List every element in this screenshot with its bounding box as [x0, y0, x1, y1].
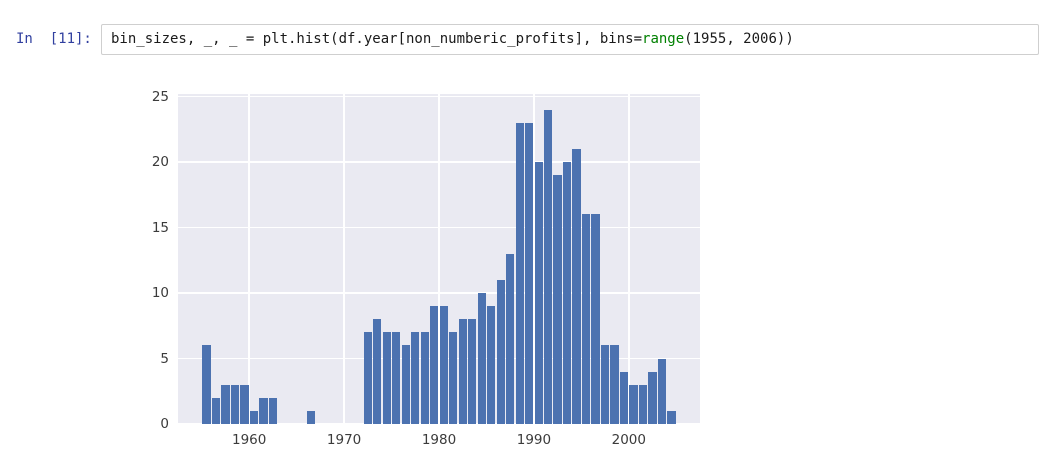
gridline-vertical — [533, 94, 535, 424]
gridline-vertical — [628, 94, 630, 424]
histogram-bar — [259, 397, 268, 424]
histogram-bar — [249, 410, 259, 424]
y-tick-label: 10 — [151, 285, 169, 302]
histogram-bar — [430, 306, 439, 424]
x-tick-label: 1990 — [516, 432, 552, 448]
histogram-bar — [515, 122, 524, 424]
histogram-bar — [401, 345, 410, 424]
histogram-bar — [648, 371, 657, 424]
histogram-bar — [477, 293, 486, 424]
x-tick-label: 2000 — [611, 432, 646, 448]
histogram-bar — [458, 319, 467, 424]
histogram-bar — [420, 332, 429, 424]
histogram-bar — [468, 319, 477, 424]
gridline-vertical — [248, 94, 250, 424]
histogram-bar — [667, 410, 676, 424]
histogram-bar — [487, 306, 496, 424]
histogram-bar — [496, 279, 505, 424]
histogram-bar — [629, 384, 638, 424]
plot-area: 0 5 10 15 20 25 1960 1970 1980 1990 2000 — [152, 89, 700, 448]
histogram-bar — [534, 162, 543, 424]
y-tick-label: 20 — [151, 154, 169, 171]
histogram-bar — [581, 214, 591, 424]
gridline-horizontal — [178, 423, 700, 425]
x-tick-label: 1980 — [421, 432, 457, 448]
histogram-bar — [363, 332, 372, 424]
code-text-pre: bin_sizes, _, _ = plt.hist(df.year[non_n… — [111, 31, 643, 47]
histogram-bar — [544, 109, 553, 424]
histogram-bar — [610, 345, 619, 424]
gridline-vertical — [438, 94, 440, 424]
y-tick-label: 5 — [160, 350, 169, 367]
histogram-bar — [439, 306, 448, 424]
code-token-range: range — [642, 31, 685, 47]
y-tick-label: 0 — [160, 416, 169, 432]
histogram-bar — [638, 384, 648, 424]
histogram-bar — [449, 332, 458, 424]
histogram-bar — [562, 162, 572, 424]
histogram-bar — [657, 358, 667, 424]
histogram-bar — [221, 384, 230, 424]
histogram-bar — [619, 371, 629, 424]
histogram-bar — [373, 319, 382, 424]
histogram-bar — [230, 384, 240, 424]
histogram-bar — [202, 345, 211, 424]
gridline-vertical — [343, 94, 345, 424]
histogram-bar — [525, 122, 534, 424]
histogram-bar — [600, 345, 610, 424]
histogram-bar — [268, 397, 278, 424]
histogram-bar — [392, 332, 401, 424]
histogram-bar — [591, 214, 600, 424]
histogram-bar — [411, 332, 420, 424]
histogram-bar — [382, 332, 391, 424]
y-tick-label: 25 — [151, 88, 169, 105]
histogram-bar — [506, 253, 515, 424]
code-input[interactable]: bin_sizes, _, _ = plt.hist(df.year[non_n… — [101, 24, 1039, 55]
histogram-bar — [553, 175, 562, 424]
code-text-post: (1955, 2006)) — [684, 31, 794, 47]
histogram-bar — [211, 397, 221, 424]
x-tick-label: 1960 — [231, 432, 267, 448]
x-tick-label: 1970 — [326, 432, 362, 448]
histogram-bar — [240, 384, 249, 424]
histogram-bar — [572, 149, 581, 424]
histogram-bar — [306, 410, 315, 424]
cell-prompt: In [11]: — [16, 31, 92, 47]
y-tick-label: 15 — [151, 219, 169, 236]
histogram-output: 0 5 10 15 20 25 1960 1970 1980 1990 2000 — [100, 78, 715, 456]
